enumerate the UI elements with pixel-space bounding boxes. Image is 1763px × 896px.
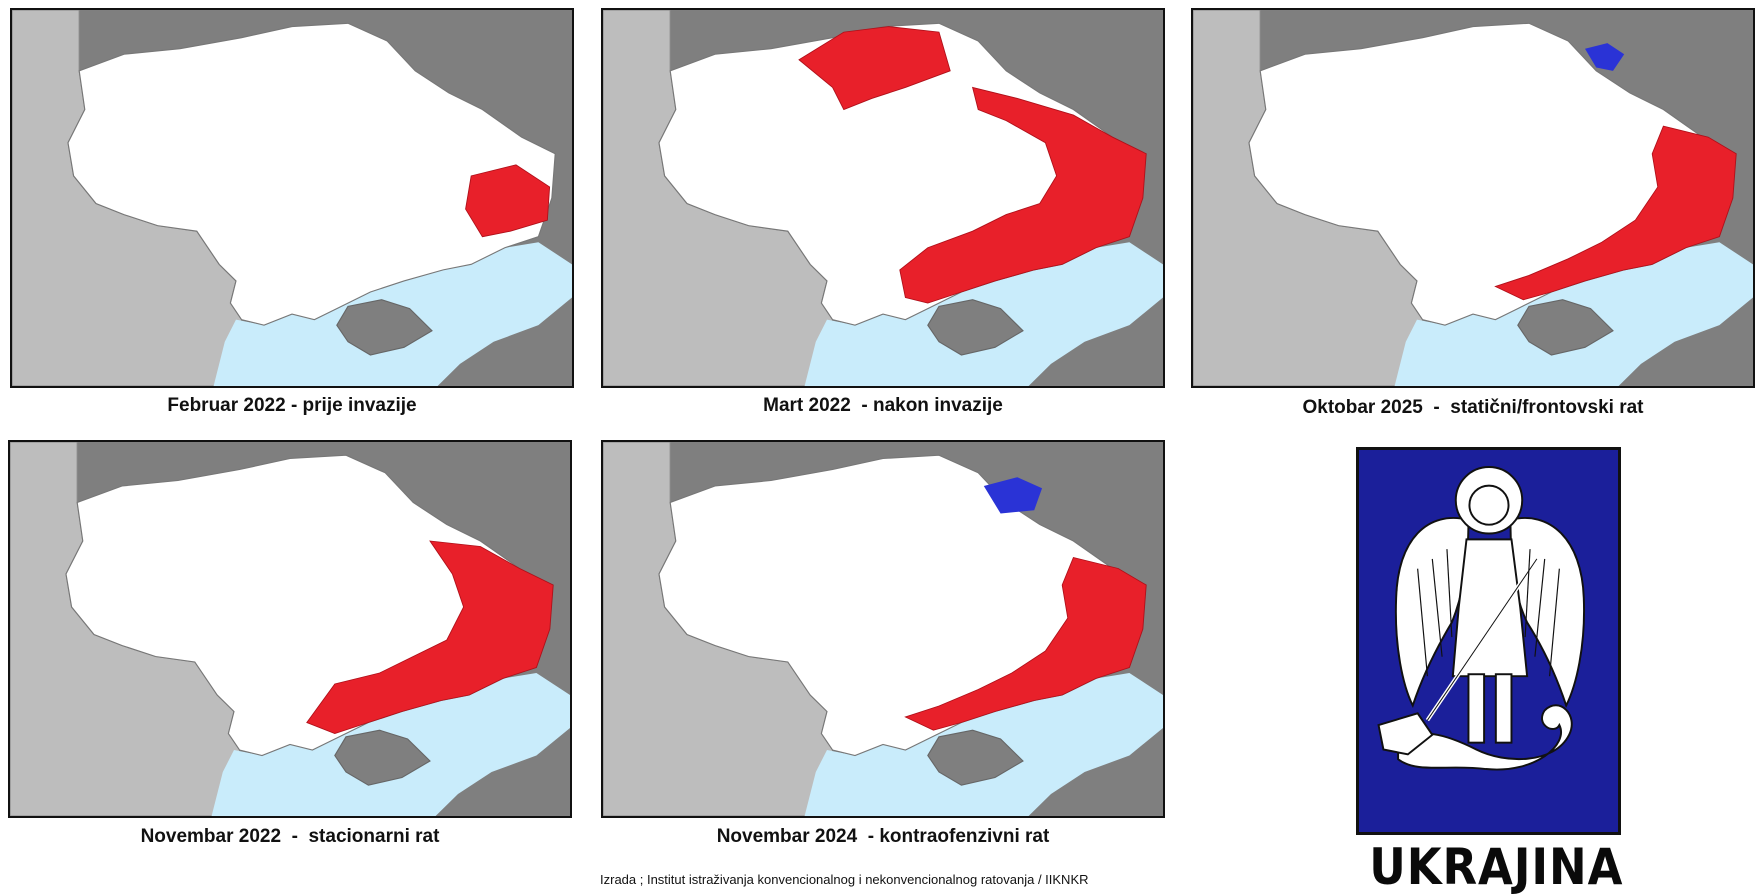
- map-panel-oct-2025: [1191, 8, 1755, 388]
- map-panel-nov-2022: [8, 440, 572, 818]
- credit-line: Izrada ; Institut istraživanja konvencio…: [600, 872, 1089, 887]
- map-panel-mar-2022: [601, 8, 1165, 388]
- caption-nov-2024: Novembar 2024 - kontraofenzivni rat: [716, 826, 1050, 847]
- country-label: UKRAJINA: [1369, 838, 1624, 896]
- caption-oct-2025: Oktobar 2025 - statični/frontovski rat: [1302, 397, 1644, 418]
- caption-nov-2022: Novembar 2022 - stacionarni rat: [140, 826, 440, 847]
- caption-feb-2022: Februar 2022 - prije invazije: [167, 395, 417, 416]
- caption-mar-2022: Mart 2022 - nakon invazije: [763, 395, 1003, 416]
- map-panel-nov-2024: [601, 440, 1165, 818]
- map-panel-feb-2022: [10, 8, 574, 388]
- archangel-michael-icon: [1356, 447, 1621, 835]
